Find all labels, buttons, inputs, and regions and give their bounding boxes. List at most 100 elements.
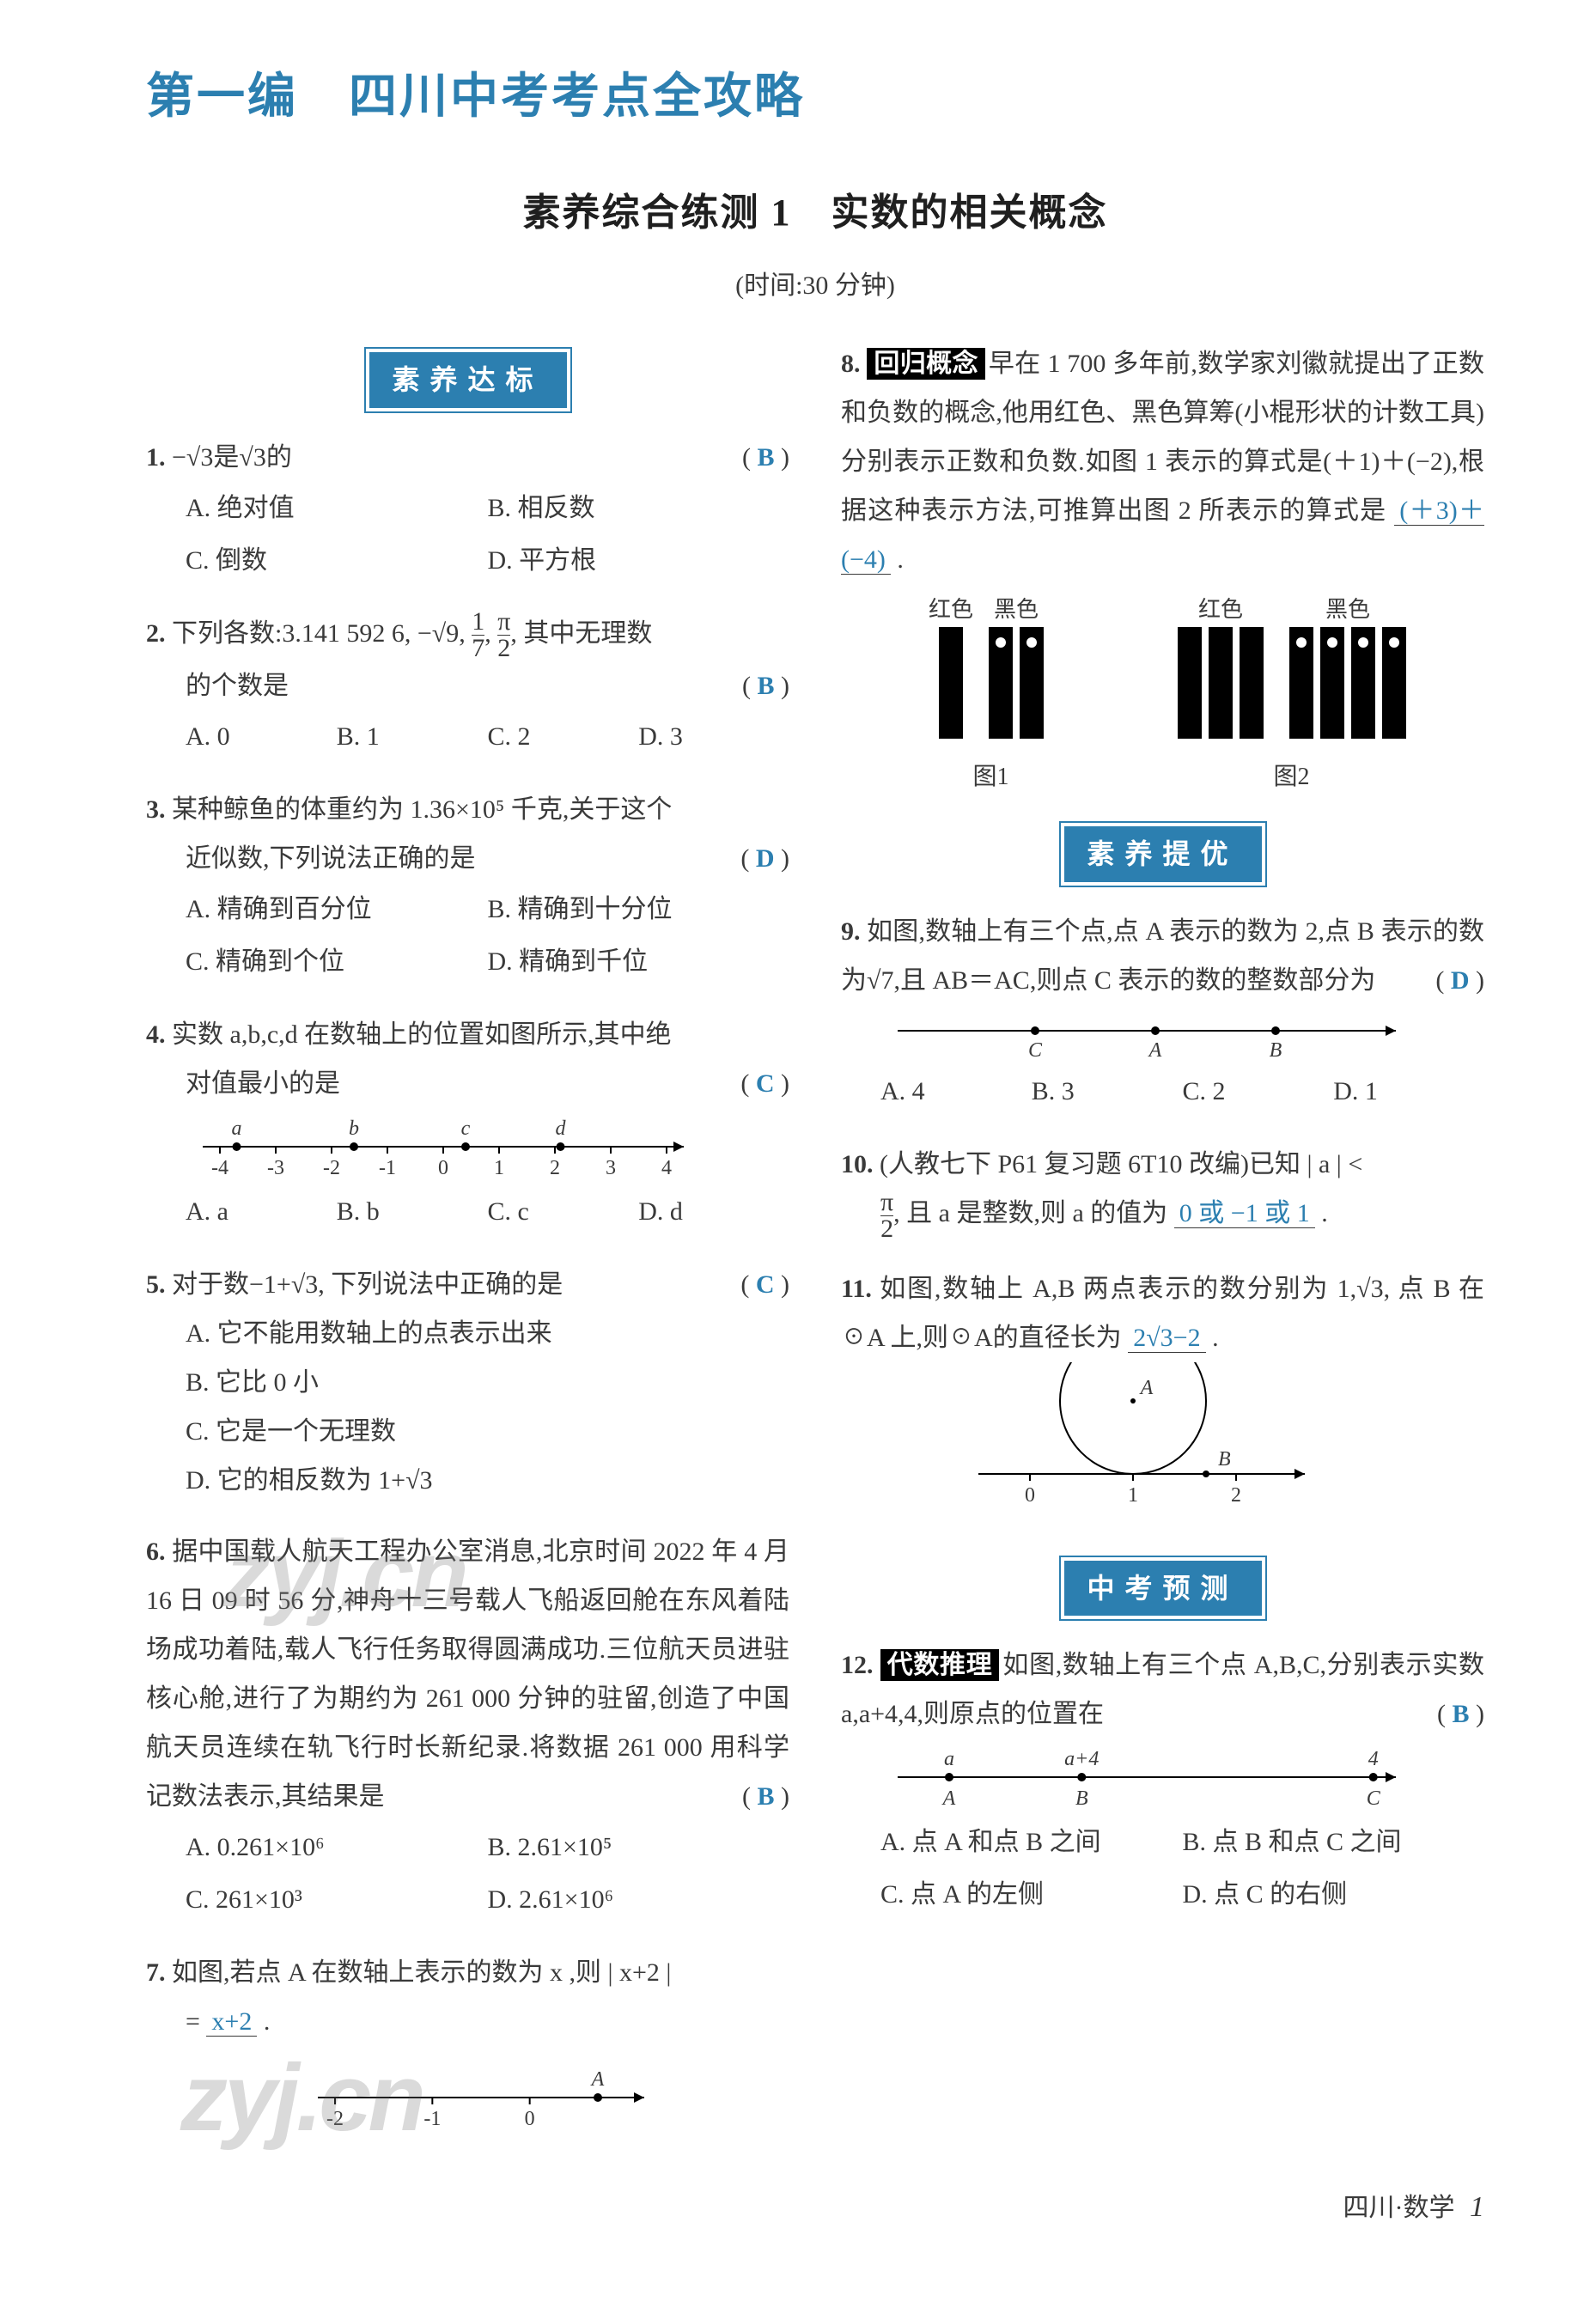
svg-text:A: A (590, 2068, 605, 2091)
q5-num: 5. (146, 1270, 166, 1299)
svg-text:A: A (1139, 1377, 1154, 1399)
q11-answer-text: 2√3−2 (1128, 1324, 1205, 1353)
svg-text:b: b (349, 1117, 359, 1140)
q9-num: 9. (841, 917, 861, 946)
question-3: 3. 某种鲸鱼的体重约为 1.36×10⁵ 千克,关于这个 近似数,下列说法正确… (146, 785, 789, 988)
left-column: 素养达标 1. −√3是√3的 ( B ) A. 绝对值 B. 相反数 C. 倒… (146, 339, 789, 2154)
svg-text:1: 1 (494, 1157, 504, 1179)
svg-text:3: 3 (606, 1157, 616, 1179)
q1-opt-a: A. 绝对值 (186, 482, 488, 534)
q6-opt-d: D. 2.61×10⁶ (488, 1873, 790, 1926)
q2-frac2-top: π (497, 607, 510, 636)
q11-num: 11. (841, 1275, 872, 1303)
question-5: 5. 对于数−1+√3, 下列说法中正确的是 ( C ) A. 它不能用数轴上的… (146, 1260, 789, 1505)
q12-opt-b: B. 点 B 和点 C 之间 (1183, 1816, 1485, 1868)
q9-answer: D (1451, 966, 1470, 995)
q10-num: 10. (841, 1150, 874, 1178)
q4-answer: C (756, 1069, 775, 1098)
q7-eq-prefix: = (186, 2007, 206, 2036)
q12-num: 12. (841, 1651, 874, 1679)
q12-answer: B (1452, 1700, 1469, 1728)
q2-opt-b: B. 1 (337, 710, 488, 763)
q9-number-line: CAB (880, 1005, 1413, 1065)
q10-stem-a: (人教七下 P61 复习题 6T10 改编)已知 | a | < (880, 1150, 1362, 1178)
q2-stem-b: , 其中无理数 (510, 619, 652, 648)
q11-circle-figure: 012AB (961, 1362, 1322, 1534)
q3-stem2: 近似数,下列说法正确的是 (186, 844, 476, 873)
q8-rods2-svg: 红色 黑色 (1154, 596, 1429, 751)
q5-answer-slot: ( C ) (740, 1260, 789, 1309)
q5-opt-b: B. 它比 0 小 (186, 1358, 789, 1407)
q2-answer-slot: ( B ) (742, 661, 789, 710)
q2-stem-mid: , (484, 619, 497, 648)
q6-opt-c: C. 261×10³ (186, 1873, 488, 1926)
time-note: (时间:30 分钟) (146, 261, 1484, 310)
q8-rods1-svg: 红色黑色 (897, 596, 1086, 751)
footer-page: 1 (1470, 2191, 1484, 2223)
q1-answer: B (757, 443, 774, 472)
q12-opt-a: A. 点 A 和点 B 之间 (880, 1816, 1183, 1868)
question-12: 12. 代数推理如图,数轴上有三个点 A,B,C,分别表示实数 a,a+4,4,… (841, 1641, 1484, 1921)
question-10: 10. (人教七下 P61 复习题 6T10 改编)已知 | a | < π2,… (841, 1140, 1484, 1242)
q6-num: 6. (146, 1538, 166, 1566)
q3-opt-c: C. 精确到个位 (186, 935, 488, 988)
svg-text:红色: 红色 (928, 597, 972, 622)
q4-stem2: 对值最小的是 (186, 1069, 340, 1098)
q4-opt-b: B. b (337, 1185, 488, 1238)
q4-opt-d: D. d (638, 1185, 789, 1238)
q6-opt-a: A. 0.261×10⁶ (186, 1821, 488, 1873)
question-9: 9. 如图,数轴上有三个点,点 A 表示的数为 2,点 B 表示的数为√7,且 … (841, 907, 1484, 1117)
q8-fig2-caption: 图2 (1154, 754, 1429, 800)
q2-num: 2. (146, 619, 166, 648)
svg-text:4: 4 (1368, 1748, 1379, 1770)
section-title: 素养综合练测 1 实数的相关概念 (146, 177, 1484, 249)
q12-opt-c: C. 点 A 的左侧 (880, 1868, 1183, 1921)
svg-text:-3: -3 (267, 1157, 284, 1179)
q1-opt-d: D. 平方根 (488, 534, 790, 587)
footer-text: 四川·数学 (1343, 2194, 1455, 2222)
q8-fig1-caption: 图1 (897, 754, 1086, 800)
q9-answer-slot: ( D ) (1435, 956, 1484, 1005)
q8-fig2: 红色 黑色 图2 (1154, 596, 1429, 800)
svg-text:-4: -4 (211, 1157, 228, 1179)
q12-number-line: aAa+4B4C (880, 1738, 1413, 1816)
svg-text:-1: -1 (423, 2108, 441, 2130)
q2-stem2: 的个数是 (186, 672, 289, 700)
question-4: 4. 实数 a,b,c,d 在数轴上的位置如图所示,其中绝 对值最小的是 ( C… (146, 1010, 789, 1238)
q4-opt-a: A. a (186, 1185, 337, 1238)
svg-text:a: a (944, 1748, 954, 1770)
q10-stem-b: , 且 a 是整数,则 a 的值为 (893, 1199, 1174, 1227)
q3-stem1: 某种鲸鱼的体重约为 1.36×10⁵ 千克,关于这个 (172, 795, 672, 824)
q9-opt-d: D. 1 (1333, 1065, 1484, 1117)
svg-text:A: A (941, 1787, 956, 1810)
q8-fig1: 红色黑色 图1 (897, 596, 1086, 800)
q9-opt-a: A. 4 (880, 1065, 1032, 1117)
pill-forecast: 中考预测 (1060, 1556, 1266, 1621)
q1-stem: −√3是√3的 (172, 443, 292, 472)
q1-num: 1. (146, 443, 166, 472)
svg-text:红色: 红色 (1197, 597, 1242, 622)
question-2: 2. 下列各数:3.141 592 6, −√9, 17, π2, 其中无理数 … (146, 609, 789, 764)
page-footer: 四川·数学 1 (146, 2180, 1484, 2236)
svg-text:C: C (1367, 1787, 1381, 1810)
q2-opt-a: A. 0 (186, 710, 337, 763)
svg-text:黑色: 黑色 (993, 597, 1038, 622)
part-title: 第一编 四川中考考点全攻略 (146, 52, 1484, 143)
q4-num: 4. (146, 1020, 166, 1049)
q5-opt-d: D. 它的相反数为 1+√3 (186, 1456, 789, 1505)
q7-stem: 如图,若点 A 在数轴上表示的数为 x ,则 | x+2 | (172, 1958, 671, 1987)
q5-answer: C (756, 1270, 775, 1299)
q10-frac-top: π (880, 1188, 893, 1216)
svg-text:4: 4 (661, 1157, 672, 1179)
q2-opt-d: D. 3 (638, 710, 789, 763)
svg-text:c: c (461, 1117, 471, 1140)
svg-text:2: 2 (550, 1157, 560, 1179)
svg-text:d: d (556, 1117, 567, 1140)
q3-num: 3. (146, 795, 166, 824)
svg-text:0: 0 (1025, 1484, 1035, 1507)
question-11: 11. 如图,数轴上 A,B 两点表示的数分别为 1,√3, 点 B 在☉A 上… (841, 1264, 1484, 1534)
q6-answer-slot: ( B ) (742, 1772, 789, 1821)
q6-opt-b: B. 2.61×10⁵ (488, 1821, 790, 1873)
q6-answer: B (757, 1782, 774, 1811)
svg-text:黑色: 黑色 (1325, 597, 1369, 622)
